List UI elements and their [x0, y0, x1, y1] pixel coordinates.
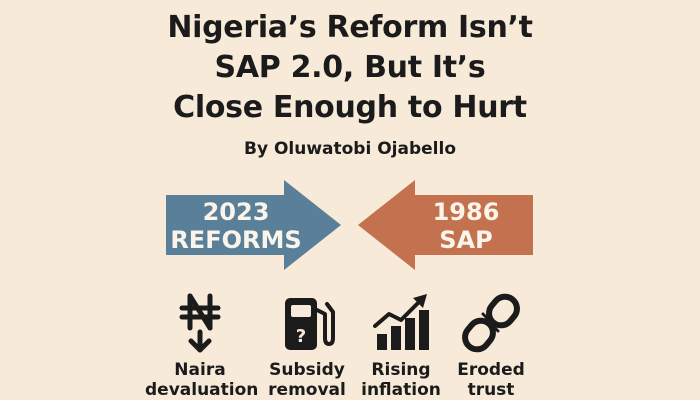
- sap-year: 1986: [432, 198, 500, 226]
- eroded-trust-item: Eroded trust: [436, 292, 546, 400]
- caption-line-1: Eroded: [457, 360, 525, 380]
- title-line-3: Close Enough to Hurt: [173, 90, 527, 125]
- reforms-word: REFORMS: [170, 226, 302, 254]
- sap-1986-arrow: 1986 SAP: [358, 180, 533, 270]
- eroded-trust-caption: Eroded trust: [436, 360, 546, 400]
- naira-devaluation-item: Naira devaluation: [145, 292, 259, 400]
- svg-text:?: ?: [296, 326, 306, 347]
- caption-line-1: Naira: [174, 360, 226, 380]
- reforms-2023-label: 2023 REFORMS: [166, 198, 306, 254]
- left-arrow-shape: [358, 180, 533, 270]
- rising-inflation-caption: Rising inflation: [346, 360, 456, 400]
- fuel-pump-icon: ?: [285, 298, 335, 350]
- title-line-2: SAP 2.0, But It’s: [214, 50, 486, 85]
- article-title: Nigeria’s Reform Isn’t SAP 2.0, But It’s…: [0, 8, 700, 128]
- naira-devaluation-caption: Naira devaluation: [145, 360, 259, 400]
- sap-1986-label: 1986 SAP: [396, 198, 536, 254]
- caption-line-2: inflation: [361, 380, 441, 400]
- broken-chain-icon: [462, 293, 520, 353]
- reforms-year: 2023: [202, 198, 270, 226]
- reforms-2023-arrow: 2023 REFORMS: [166, 180, 341, 270]
- right-arrow-shape: [166, 180, 341, 270]
- sap-word: SAP: [439, 226, 493, 254]
- caption-line-2: removal: [268, 380, 346, 400]
- subsidy-removal-caption: Subsidy removal: [252, 360, 362, 400]
- caption-line-2: devaluation: [145, 380, 259, 400]
- rising-inflation-item: Rising inflation: [346, 292, 456, 400]
- rising-chart-icon: [373, 294, 429, 350]
- caption-line-2: trust: [467, 380, 515, 400]
- author-byline: By Oluwatobi Ojabello: [243, 139, 457, 159]
- naira-down-icon: [179, 293, 221, 353]
- caption-line-1: Rising: [371, 360, 431, 380]
- subsidy-removal-item: ? Subsidy removal: [252, 292, 362, 400]
- caption-line-1: Subsidy: [269, 360, 345, 380]
- title-line-1: Nigeria’s Reform Isn’t: [167, 10, 533, 45]
